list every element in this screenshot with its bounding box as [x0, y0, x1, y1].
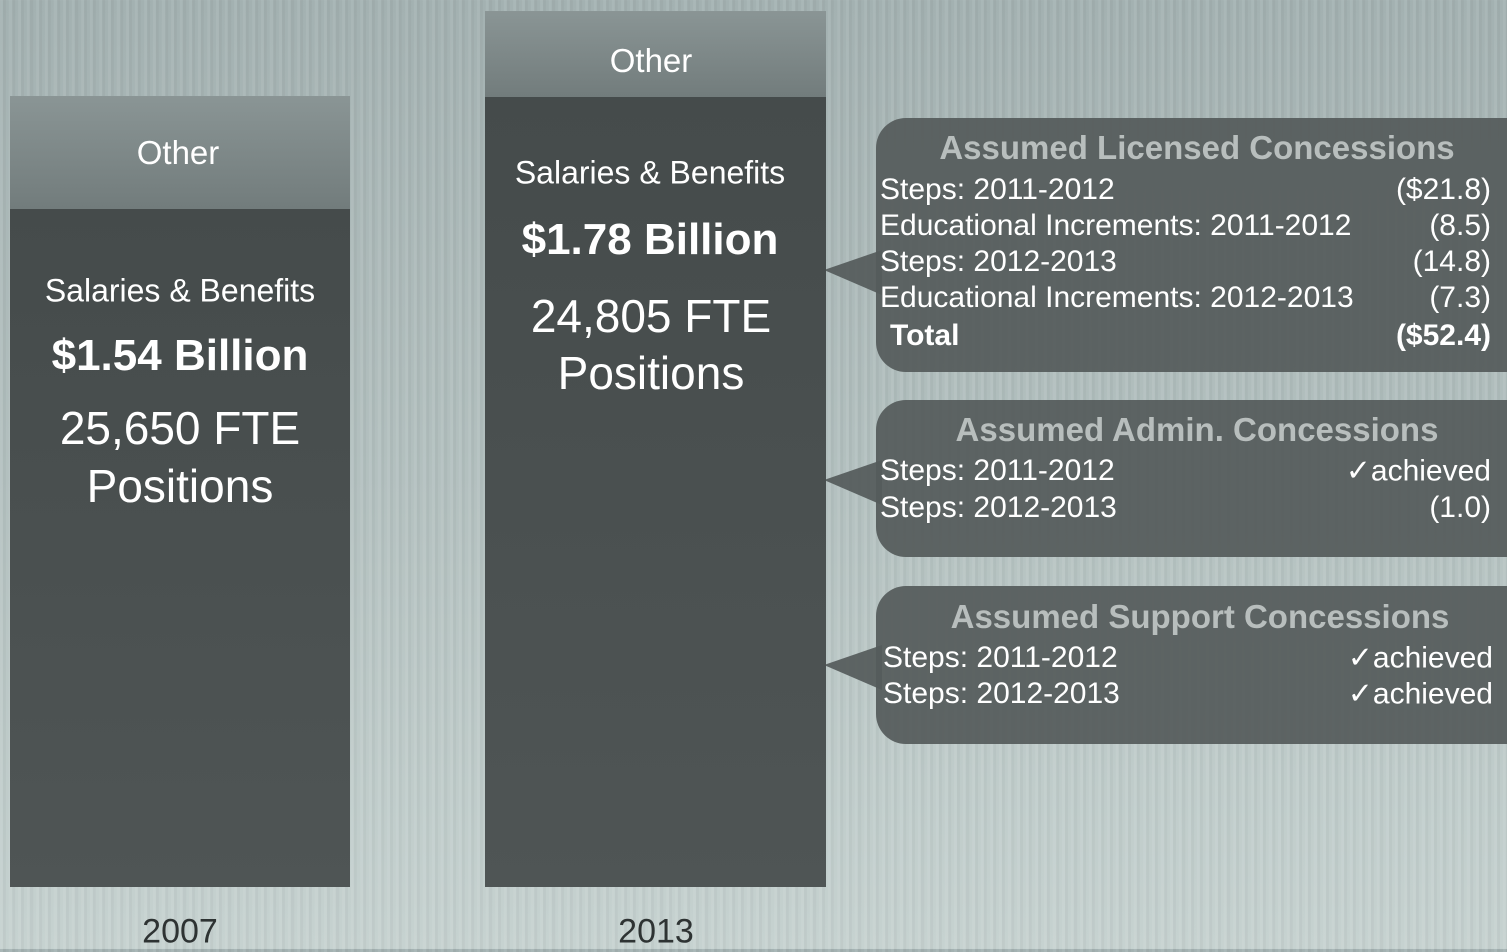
other-label: Other [136, 134, 220, 171]
row-value: ($21.8) [1395, 173, 1491, 206]
callout-title: Assumed Admin. Concessions [955, 411, 1439, 448]
positions: Positions [86, 460, 274, 512]
positions: Positions [557, 347, 745, 399]
fte: 24,805 FTE [530, 290, 772, 342]
row-label: Educational Increments: 2012-2013 [880, 281, 1354, 314]
fte: 25,650 FTE [59, 402, 301, 454]
row-label: Steps: 2011-2012 [880, 173, 1115, 206]
other-block [485, 11, 826, 97]
year: 2013 [618, 912, 694, 951]
row-label: Steps: 2012-2013 [883, 677, 1120, 710]
row-value: (8.5) [1429, 209, 1491, 242]
row-value: (1.0) [1429, 491, 1491, 524]
callout-pointer [824, 250, 882, 295]
row-label: Steps: 2012-2013 [880, 491, 1117, 524]
callout-title: Assumed Support Concessions [950, 598, 1450, 635]
row-label: Educational Increments: 2011-2012 [880, 209, 1352, 242]
total-value: ($52.4) [1395, 319, 1491, 352]
row-value: ✓achieved [1347, 641, 1493, 675]
category-label: Salaries & Benefits [44, 272, 316, 309]
row-value: ✓achieved [1345, 454, 1491, 488]
salaries-block [10, 209, 350, 887]
callout-pointer [824, 645, 882, 690]
row-value: (14.8) [1412, 245, 1491, 278]
amount: $1.78 Billion [521, 215, 779, 264]
callout-box [876, 118, 1507, 372]
callout-box [876, 400, 1507, 557]
callout-pointer [824, 460, 882, 505]
amount: $1.54 Billion [51, 331, 309, 380]
callout-box [876, 586, 1507, 744]
row-label: Steps: 2011-2012 [880, 454, 1115, 487]
other-label: Other [609, 42, 693, 79]
total-label: Total [890, 319, 960, 352]
row-label: Steps: 2011-2012 [883, 641, 1118, 674]
year: 2007 [142, 912, 218, 951]
row-value: ✓achieved [1347, 677, 1493, 711]
row-label: Steps: 2012-2013 [880, 245, 1117, 278]
callout-title: Assumed Licensed Concessions [939, 129, 1455, 166]
salaries-block [485, 97, 826, 887]
category-label: Salaries & Benefits [514, 154, 786, 191]
row-value: (7.3) [1429, 281, 1491, 314]
other-block [10, 96, 350, 209]
